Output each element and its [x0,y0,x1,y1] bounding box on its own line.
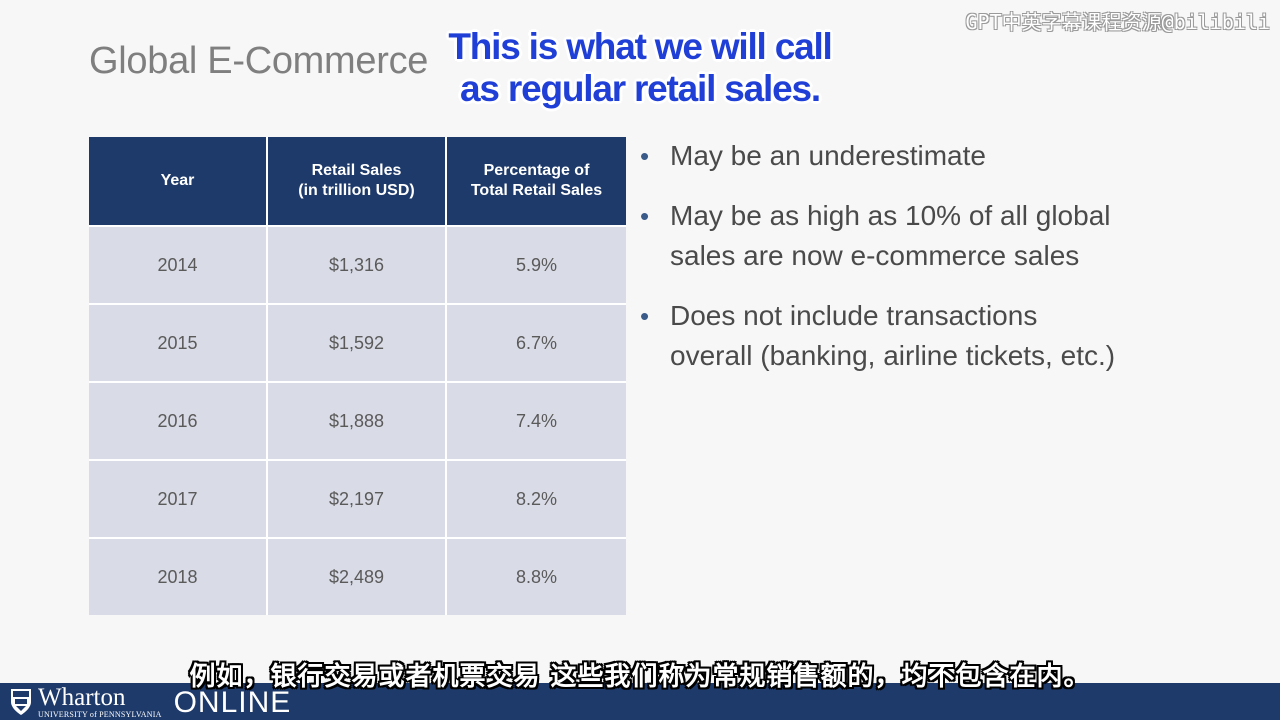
header-percentage-line-1: Percentage of [483,162,590,179]
bullet-marker: • [640,301,650,331]
chinese-subtitle: 例如，银行交易或者机票交易 这些我们称为常规销售额的，均不包含在内。 [189,662,1091,692]
cell-sales: $2,489 [266,537,446,615]
slide-title: Global E-Commerce [89,40,429,82]
cell-pct: 5.9% [445,225,626,304]
cell-sales: $2,197 [266,459,446,538]
cell-year: 2016 [89,381,267,460]
cell-pct: 6.7% [445,303,626,382]
cell-pct: 8.2% [445,459,626,538]
table-row: 2017 $2,197 8.2% [89,459,626,538]
bullet-item: • Does not include transactions overall … [640,296,1240,376]
bullet-item: • May be an underestimate [640,136,1240,176]
brand-name: Wharton [38,683,126,711]
cell-pct: 8.8% [445,537,626,615]
bullet-text-line-1: May be as high as 10% of all global [670,200,1111,231]
watermark: GPT中英字幕课程资源@bilibili [965,10,1271,34]
ecommerce-table: Year Retail Sales (in trillion USD) Perc… [89,137,626,615]
bullet-text: May be an underestimate [670,140,986,171]
shield-icon [11,689,31,715]
wharton-online-logo: Wharton UNIVERSITY of PENNSYLVANIA ONLIN… [10,685,291,719]
cell-year: 2014 [89,225,267,304]
cell-pct: 7.4% [445,381,626,460]
table-row: 2015 $1,592 6.7% [89,303,626,382]
header-retail-sales: Retail Sales (in trillion USD) [266,137,446,226]
table-row: 2014 $1,316 5.9% [89,225,626,304]
table-row: 2018 $2,489 8.8% [89,537,626,615]
brand-online: ONLINE [173,686,292,719]
cell-year: 2017 [89,459,267,538]
header-retail-sales-line-1: Retail Sales [311,162,402,179]
cell-sales: $1,592 [266,303,446,382]
bullet-text-line-1: Does not include transactions [670,300,1038,331]
header-percentage-line-2: Total Retail Sales [470,182,603,199]
bullet-text-line-2: sales are now e-commerce sales [670,240,1080,271]
header-retail-sales-line-2: (in trillion USD) [298,182,415,199]
bullet-text-line-2: overall (banking, airline tickets, etc.) [670,340,1116,371]
brand-block: Wharton UNIVERSITY of PENNSYLVANIA [38,683,162,719]
overlay-caption-line-1: This is what we will call [448,26,832,67]
cell-sales: $1,316 [266,225,446,304]
footer-bar [0,683,1280,720]
overlay-caption-line-2: as regular retail sales. [460,68,821,109]
cell-year: 2018 [89,537,267,615]
table-row: 2016 $1,888 7.4% [89,381,626,460]
bullet-marker: • [640,201,650,231]
table-header-row: Year Retail Sales (in trillion USD) Perc… [89,137,626,226]
bullet-item: • May be as high as 10% of all global sa… [640,196,1240,276]
bullet-marker: • [640,141,650,171]
brand-subtitle: UNIVERSITY of PENNSYLVANIA [38,709,162,719]
cell-sales: $1,888 [266,381,446,460]
cell-year: 2015 [89,303,267,382]
bullet-list: • May be an underestimate • May be as hi… [640,136,1240,396]
header-percentage: Percentage of Total Retail Sales [445,137,626,226]
header-year: Year [89,137,267,226]
overlay-caption: This is what we will call as regular ret… [440,26,840,110]
